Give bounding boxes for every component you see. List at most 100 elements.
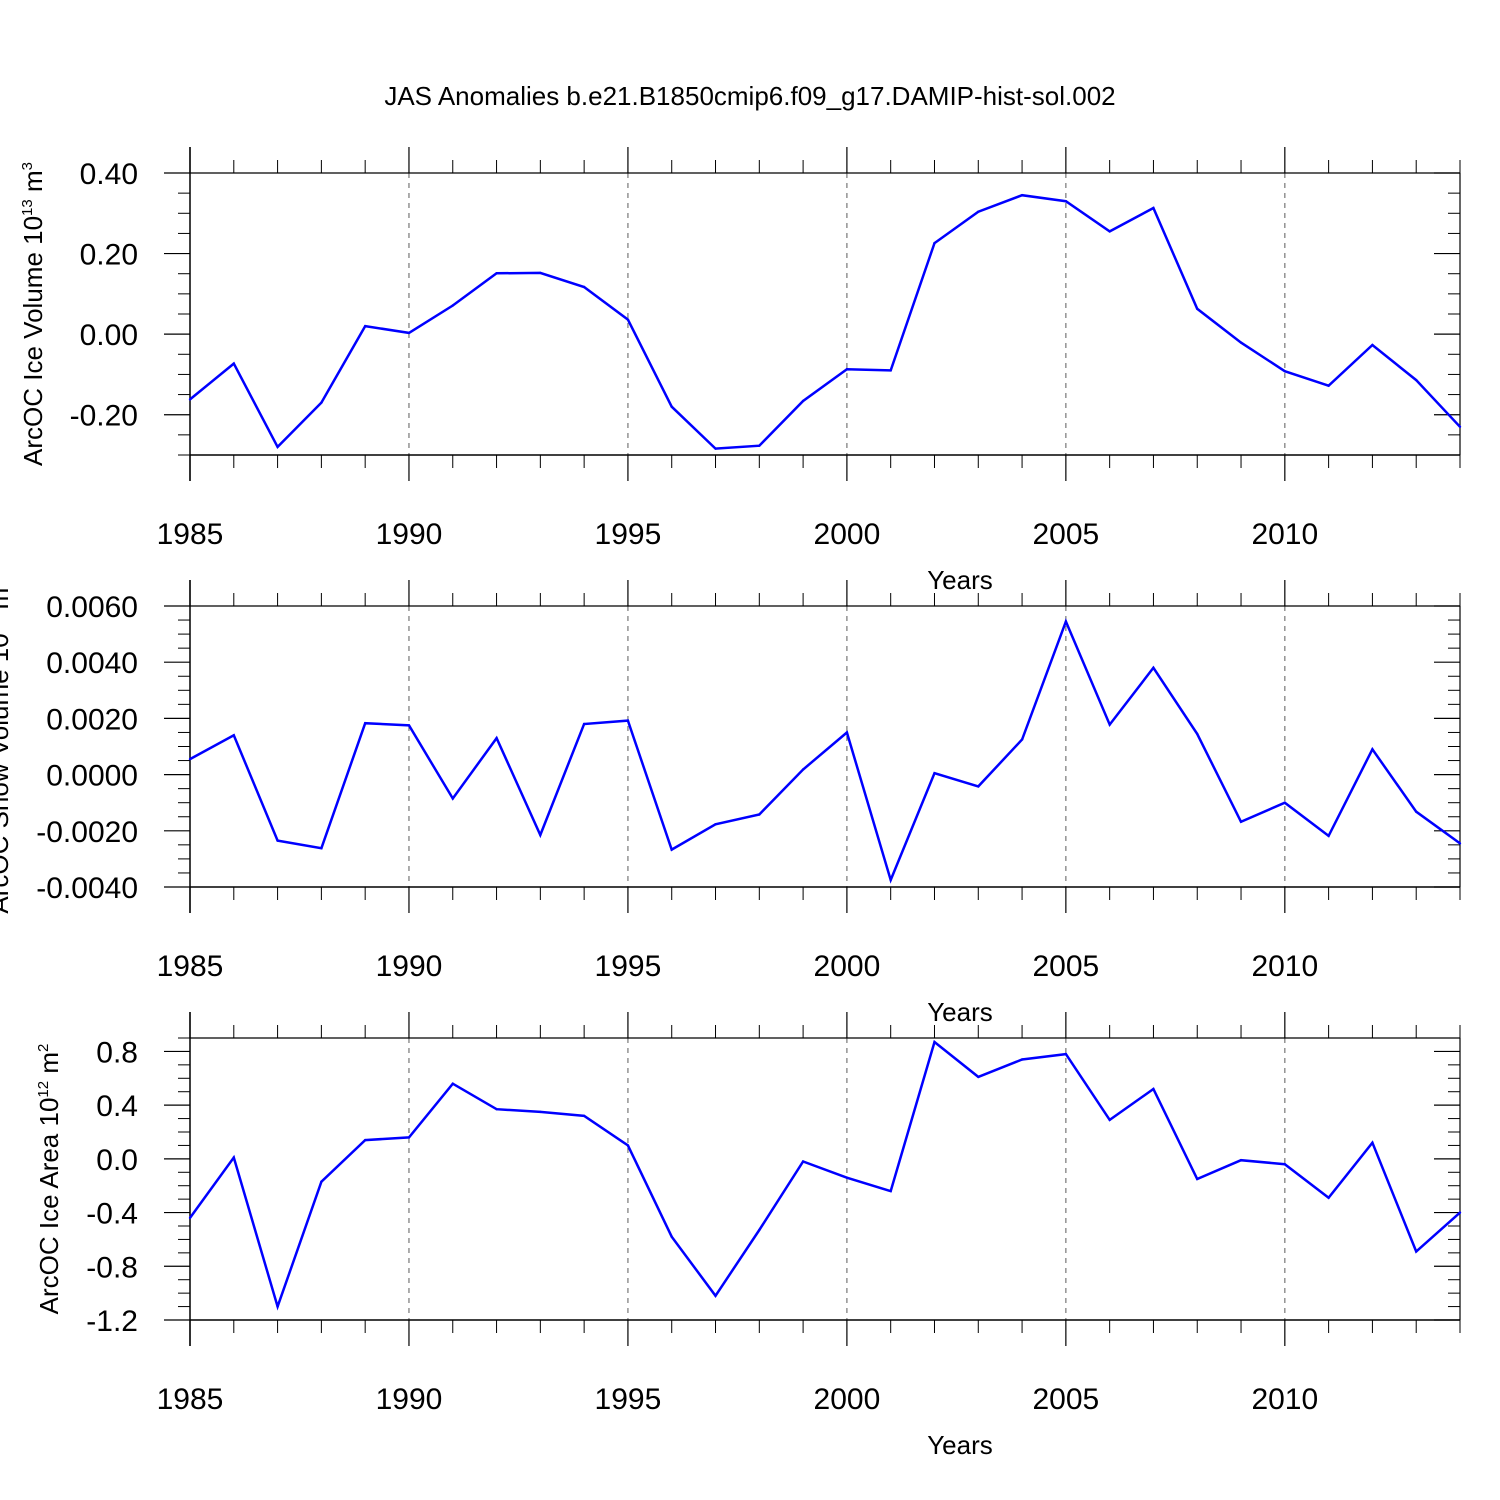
data-point xyxy=(1064,200,1068,203)
x-tick-label: 1995 xyxy=(595,950,662,983)
panels-container: 1985 1990 1995 2000 2005 2010 0.40 0.20 0.00 -0.2… xyxy=(0,147,1462,1460)
data-point xyxy=(539,833,542,837)
data-point xyxy=(407,724,411,727)
x-tick-label: 2000 xyxy=(814,950,881,983)
y-tick-label: 0.20 xyxy=(80,239,138,272)
x-tick-label: 2005 xyxy=(1032,1383,1099,1416)
data-point xyxy=(320,401,323,404)
data-point xyxy=(232,734,235,737)
x-tick-label: 2010 xyxy=(1251,518,1318,551)
data-point xyxy=(451,797,454,800)
data-point xyxy=(1458,842,1462,845)
data-point xyxy=(845,1176,849,1179)
data-point xyxy=(1064,1052,1068,1056)
data-point xyxy=(582,1114,586,1118)
data-point xyxy=(407,1136,411,1139)
data-point xyxy=(758,444,761,447)
data-point xyxy=(933,772,936,775)
x-tick-label: 2005 xyxy=(1032,518,1099,551)
y-tick-label: 0.40 xyxy=(80,158,138,191)
data-point xyxy=(364,324,367,328)
x-axis-label: Years xyxy=(927,565,993,595)
data-point xyxy=(714,1294,717,1298)
data-point xyxy=(495,736,498,740)
data-point xyxy=(889,1189,892,1193)
data-point xyxy=(1327,1196,1330,1200)
y-tick-label: -0.0020 xyxy=(36,816,138,849)
data-point xyxy=(582,285,586,289)
data-point xyxy=(1283,801,1287,804)
y-tick-label: -0.4 xyxy=(86,1198,138,1231)
data-point xyxy=(1415,1250,1418,1253)
data-point xyxy=(889,878,892,882)
y-tick-label: 0.4 xyxy=(96,1090,138,1123)
y-tick-label: -0.8 xyxy=(86,1251,138,1284)
data-point xyxy=(1108,230,1111,233)
x-tick-label: 2000 xyxy=(814,518,881,551)
data-point xyxy=(276,445,279,449)
data-point xyxy=(626,318,630,321)
x-tick-label: 1995 xyxy=(595,1383,662,1416)
series-line xyxy=(188,1039,1461,1311)
y-axis-label: ArcOC Ice Volume 1013 m3 xyxy=(18,162,48,466)
data-point xyxy=(1327,384,1330,387)
panel-3: 1985 1990 1995 2000 2005 2010 0.8 0.4 0.0 -0.4 -0.… xyxy=(34,1012,1462,1460)
x-tick-label: 2010 xyxy=(1251,1383,1318,1416)
data-point xyxy=(232,1156,235,1159)
data-point xyxy=(1458,1211,1462,1214)
data-point xyxy=(1020,1058,1024,1061)
y-tick-label: 0.0060 xyxy=(46,591,138,624)
data-point xyxy=(801,768,805,771)
data-point xyxy=(276,1305,279,1308)
data-point xyxy=(364,1138,367,1142)
y-tick-label: 0.0 xyxy=(96,1144,138,1177)
data-point xyxy=(933,241,936,245)
data-point xyxy=(1152,1087,1155,1091)
data-point xyxy=(188,1216,192,1220)
panel-2: 1985 1990 1995 2000 2005 2010 0.0060 0.0040 0.00… xyxy=(0,579,1462,1027)
data-point xyxy=(1415,378,1418,382)
data-point xyxy=(451,1082,454,1085)
data-point xyxy=(407,331,411,335)
series-line xyxy=(189,193,1461,450)
x-axis-label: Years xyxy=(927,997,993,1027)
data-point xyxy=(977,210,980,213)
x-tick-label: 1985 xyxy=(157,518,224,551)
data-point xyxy=(801,399,805,403)
x-tick-label: 1985 xyxy=(157,950,224,983)
data-point xyxy=(758,1228,761,1232)
data-point xyxy=(1196,1177,1199,1181)
x-tick-label: 1995 xyxy=(595,518,662,551)
data-point xyxy=(188,398,192,401)
y-tick-label: 0.0040 xyxy=(46,647,138,680)
data-point xyxy=(1283,370,1287,373)
data-point xyxy=(1283,1163,1287,1166)
data-point xyxy=(801,1160,805,1163)
data-point xyxy=(977,785,980,788)
data-point xyxy=(1108,1118,1111,1122)
data-point xyxy=(670,1235,673,1238)
data-point xyxy=(626,719,630,722)
y-axis-label: ArcOC Ice Area 1012 m2 xyxy=(34,1044,64,1315)
data-point xyxy=(1108,723,1111,726)
data-point xyxy=(1458,425,1462,428)
data-point xyxy=(1415,810,1418,813)
data-point xyxy=(495,272,498,275)
data-point xyxy=(670,848,673,851)
data-point xyxy=(539,271,542,275)
y-tick-label: 0.0000 xyxy=(46,760,138,793)
panel-1: 1985 1990 1995 2000 2005 2010 0.40 0.20 0.00 -0.2… xyxy=(18,147,1462,595)
chart-title: JAS Anomalies b.e21.B1850cmip6.f09_g17.D… xyxy=(384,81,1115,111)
data-point xyxy=(1327,834,1330,838)
y-tick-label: -0.0040 xyxy=(36,872,138,905)
data-point xyxy=(1239,1159,1243,1162)
y-tick-label: 0.0020 xyxy=(46,703,138,736)
data-point xyxy=(889,369,892,372)
data-point xyxy=(1239,820,1243,823)
data-point xyxy=(1371,748,1374,751)
data-point xyxy=(320,847,323,850)
x-tick-label: 2010 xyxy=(1251,950,1318,983)
data-point xyxy=(845,731,849,734)
data-point xyxy=(758,813,761,816)
